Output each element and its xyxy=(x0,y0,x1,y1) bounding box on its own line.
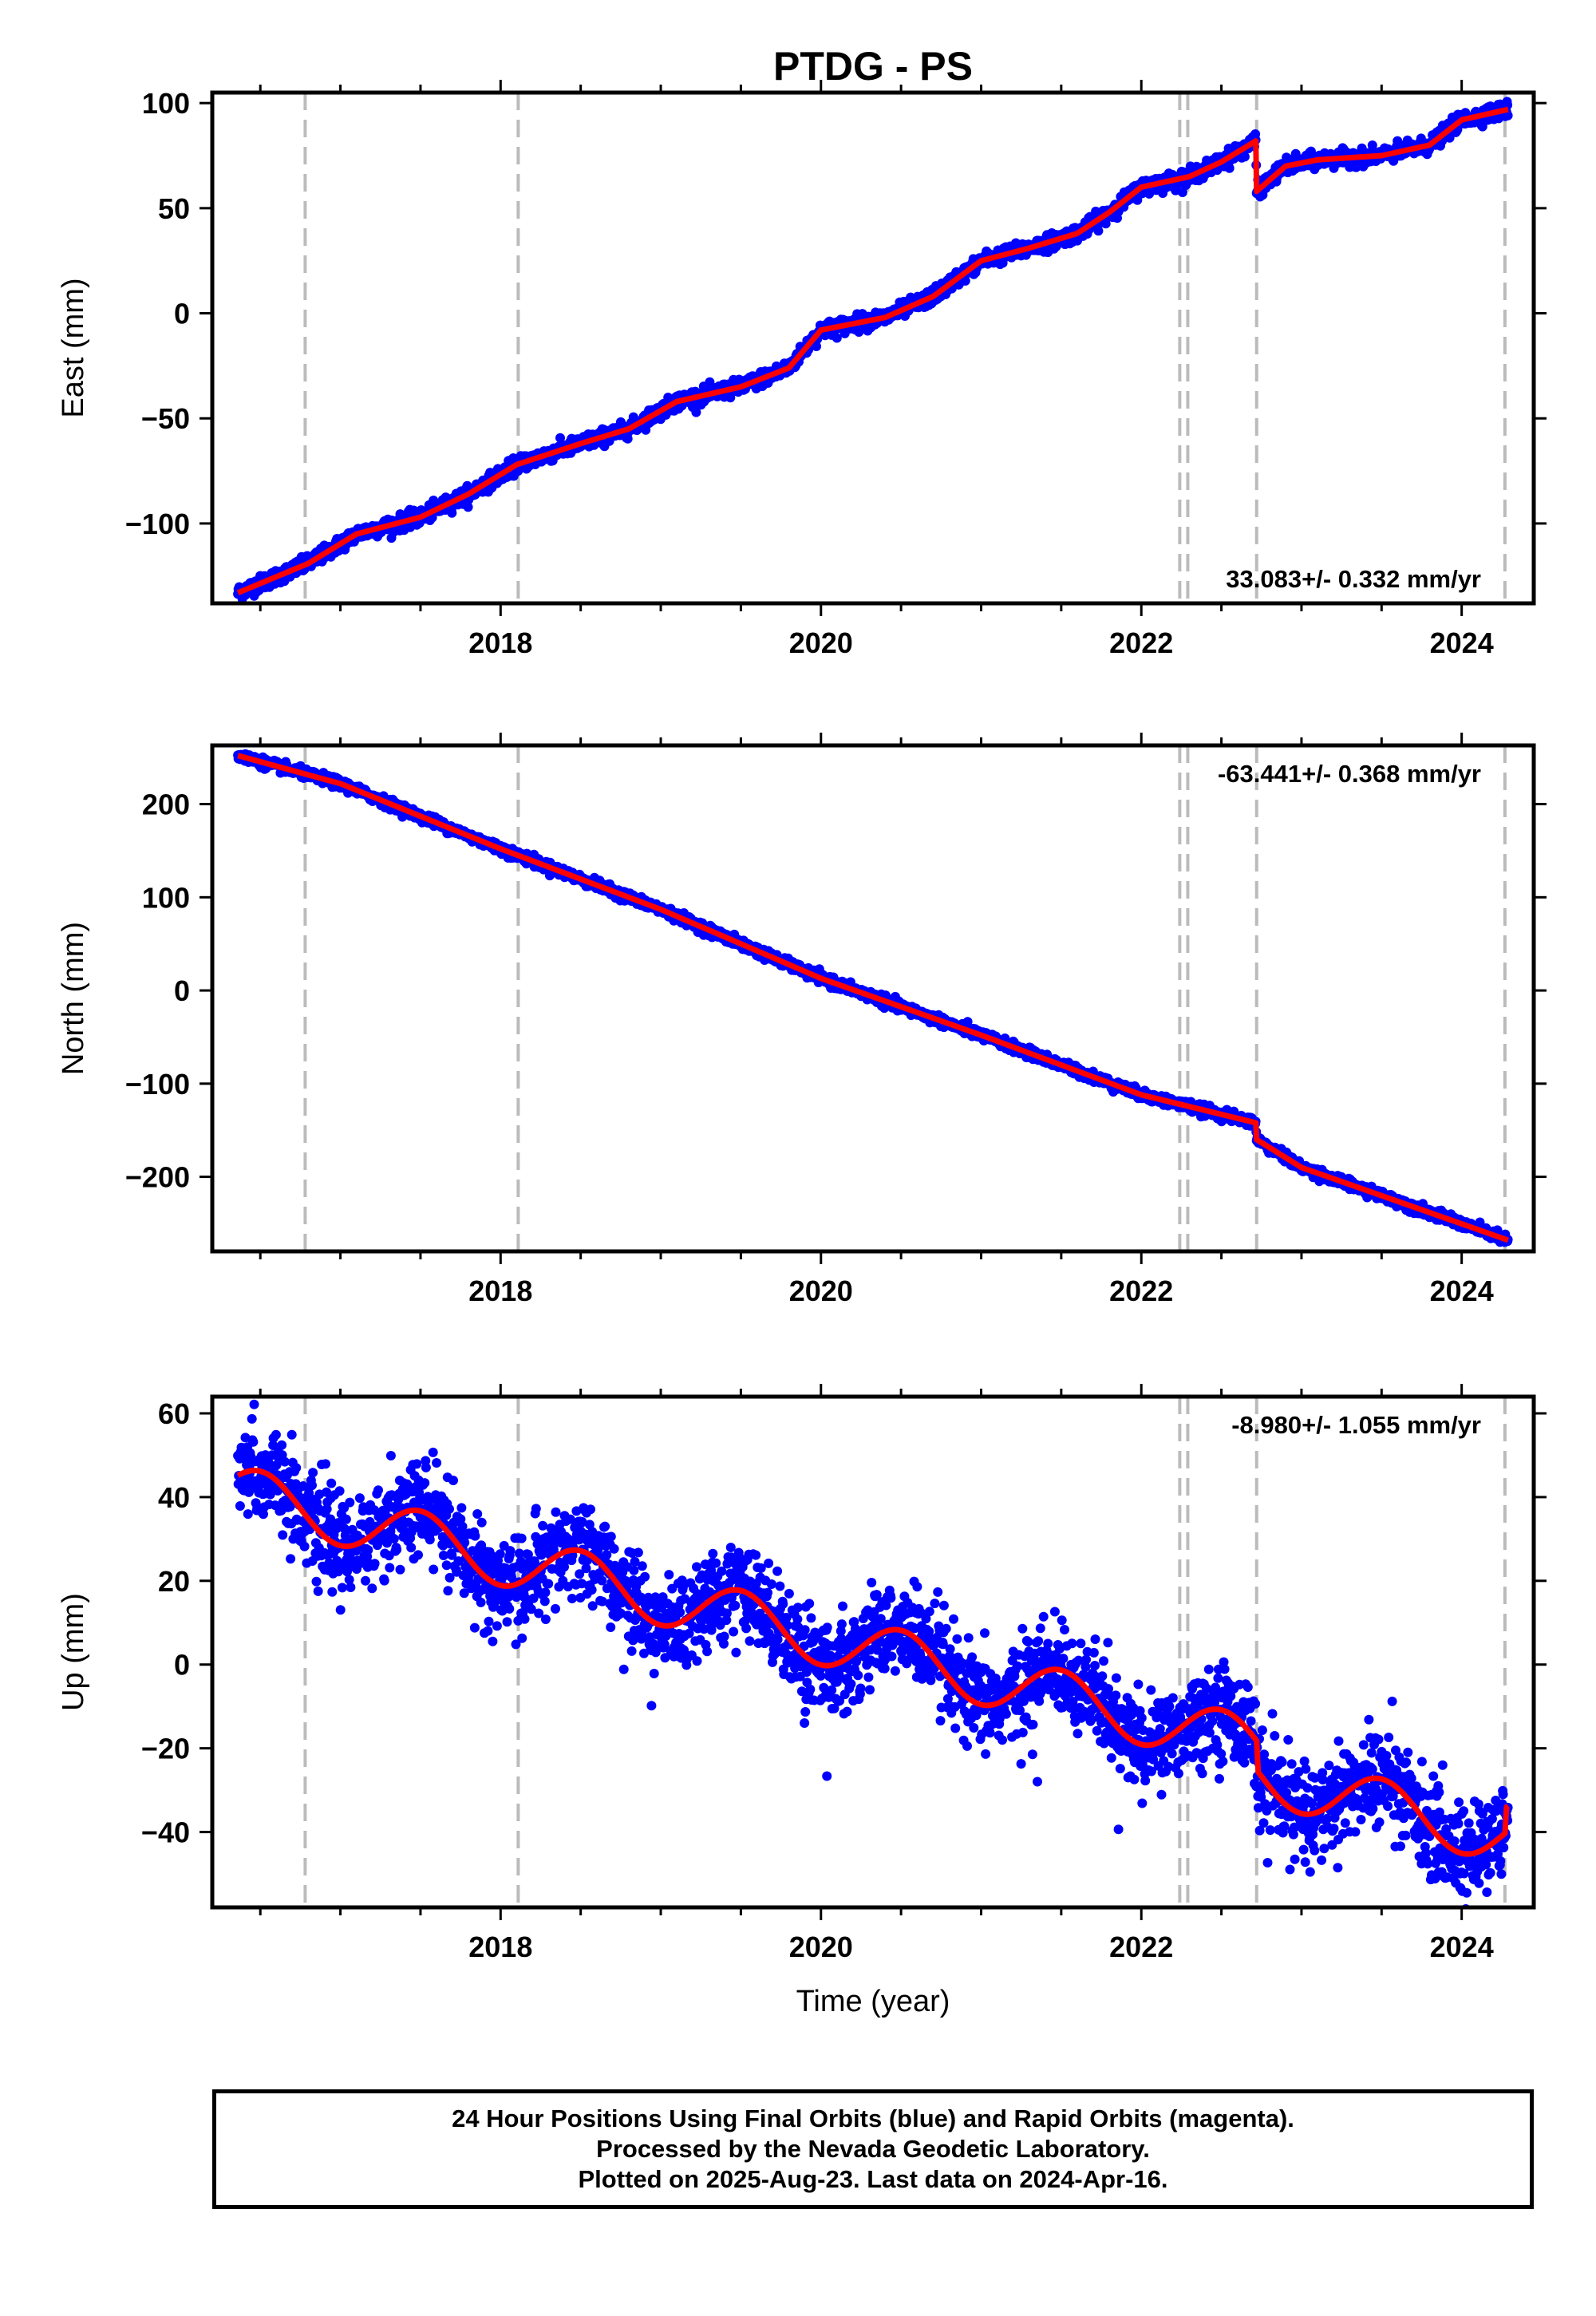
east-data-point xyxy=(447,508,457,518)
north-data-point xyxy=(962,1017,973,1027)
east-plot-frame xyxy=(210,90,1536,606)
east-data-point xyxy=(1503,110,1513,121)
east-data-point xyxy=(832,333,842,343)
east-data-point xyxy=(1367,140,1377,150)
east-data-point xyxy=(1093,226,1104,236)
east-data-point xyxy=(812,342,821,351)
east-y-tick-label: 100 xyxy=(142,87,190,120)
east-x-tick-label: 2020 xyxy=(789,626,853,659)
east-data-point xyxy=(1239,152,1250,162)
east-y-tick-label: −100 xyxy=(125,508,190,540)
east-data-point xyxy=(1177,188,1187,197)
east-x-tick-label: 2022 xyxy=(1109,626,1173,659)
chart-title: PTDG - PS xyxy=(773,44,973,89)
east-y-tick-label: 0 xyxy=(174,298,190,330)
east-x-tick-label: 2018 xyxy=(468,626,532,659)
east-x-tick-label: 2024 xyxy=(1430,626,1494,659)
east-data-point xyxy=(463,502,473,512)
east-panel: 2018 2020 2022 2024 −100 −50 0 50 100 East (mm) 33… xyxy=(57,80,1547,659)
east-rate-label: 33.083+/- 0.332 mm/yr xyxy=(1226,565,1481,593)
east-data-point xyxy=(1224,163,1235,173)
east-data-point xyxy=(691,407,701,417)
east-data-points xyxy=(233,97,1513,603)
east-y-axis-label: East (mm) xyxy=(57,278,90,417)
east-model-curve xyxy=(236,106,1509,596)
east-y-tick-label: 50 xyxy=(158,192,190,225)
east-y-tick-label: −50 xyxy=(141,402,190,435)
east-data-point xyxy=(960,275,970,286)
